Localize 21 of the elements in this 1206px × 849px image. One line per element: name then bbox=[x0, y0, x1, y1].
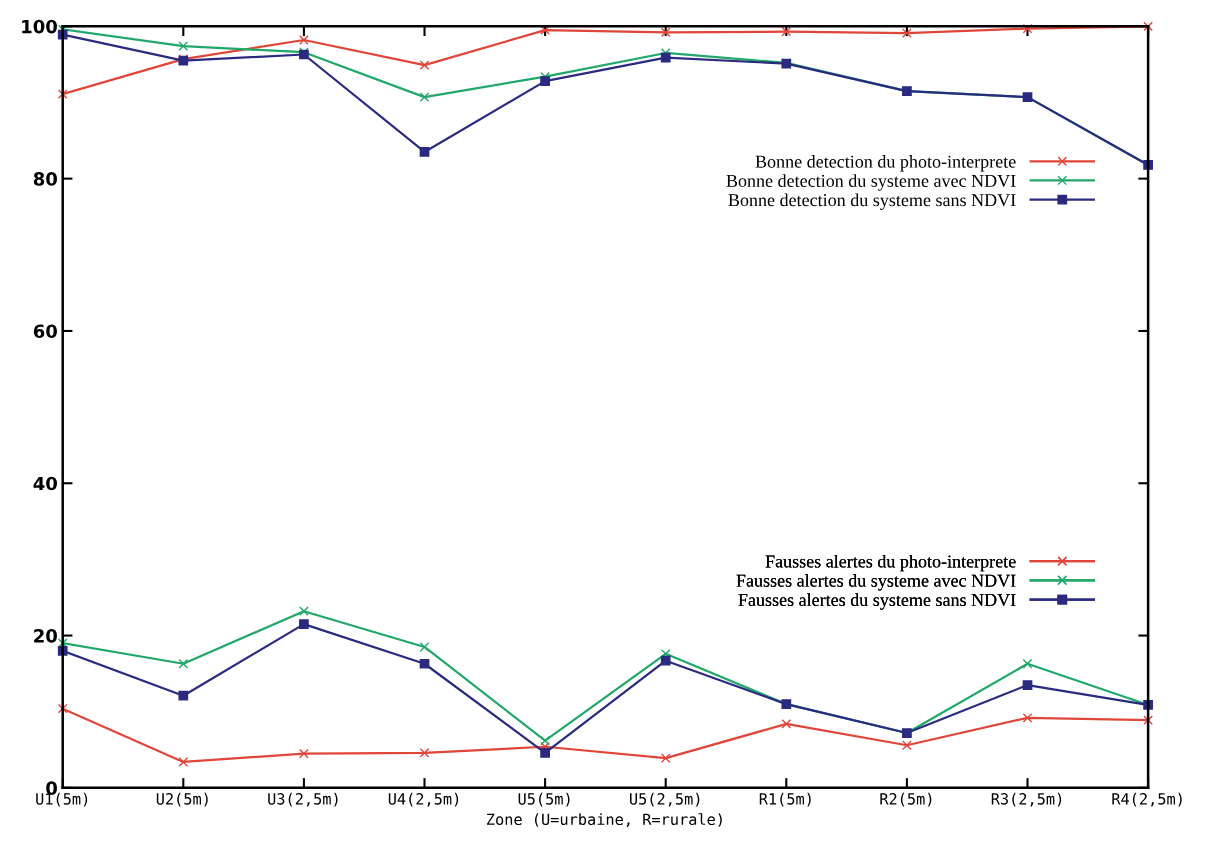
x-axis-title: Zone (U=urbaine, R=rurale) bbox=[487, 813, 722, 827]
x-tick-label: R4(2,5m) bbox=[1112, 792, 1182, 807]
y-tick-label: 80 bbox=[33, 172, 57, 186]
x-tick-label: U5(5m) bbox=[518, 792, 570, 807]
y-tick-label: 20 bbox=[34, 629, 57, 643]
legend-label: Fausses alertes du photo-interprete bbox=[765, 554, 1016, 572]
legend-label: Bonne detection du photo-interprete bbox=[755, 155, 1016, 172]
x-tick-label: R1(5m) bbox=[759, 792, 811, 807]
y-tick-label: 100 bbox=[22, 19, 57, 34]
y-tick-label: 60 bbox=[33, 324, 57, 339]
x-tick-label: U4(2,5m) bbox=[388, 792, 459, 807]
legend-label: Fausses alertes du systeme avec NDVI bbox=[736, 574, 1016, 591]
legend-label: Fausses alertes du systeme sans NDVI bbox=[738, 593, 1016, 610]
y-tick-label: 40 bbox=[33, 476, 57, 491]
x-tick-label: U2(5m) bbox=[156, 792, 208, 807]
x-tick-label: R3(2,5m) bbox=[991, 792, 1062, 807]
legend-label: Bonne detection du systeme sans NDVI bbox=[728, 193, 1016, 210]
legend-label: Bonne detection du systeme avec NDVI bbox=[726, 174, 1016, 191]
x-tick-label: R2(5m) bbox=[880, 792, 932, 807]
x-tick-label: U5(2,5m) bbox=[630, 792, 700, 807]
x-tick-label: U3(2,5m) bbox=[268, 792, 338, 807]
